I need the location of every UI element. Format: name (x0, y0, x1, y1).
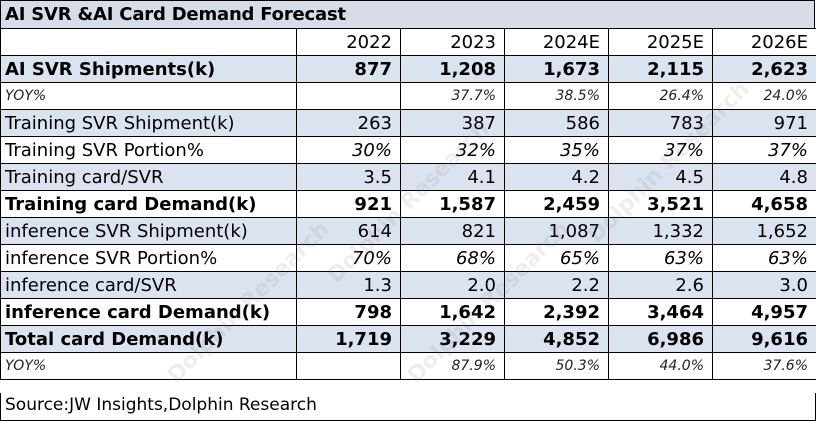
row-label: Training SVR Shipment(k) (0, 109, 297, 137)
table-row: YOY% 87.9% 50.3% 44.0% 37.6% (0, 352, 816, 380)
table-cell: 87.9% (400, 352, 505, 380)
table-cell: 26.4% (608, 82, 713, 110)
table-cell: 4.1 (400, 163, 505, 191)
table-cell: 4,852 (504, 325, 609, 353)
table-cell: 1,719 (296, 325, 401, 353)
table-cell: 3.0 (712, 271, 816, 299)
table-cell: 65% (504, 244, 609, 272)
table-cell: 614 (296, 217, 401, 245)
header-row: 2022 2023 2024E 2025E 2026E (0, 28, 816, 56)
table-cell: 4.2 (504, 163, 609, 191)
table-row: Training card/SVR 3.5 4.1 4.2 4.5 4.8 (0, 163, 816, 191)
table-cell: 1,087 (504, 217, 609, 245)
table-cell: 3,521 (608, 190, 713, 218)
table-cell: 9,616 (712, 325, 816, 353)
table-cell: 1.3 (296, 271, 401, 299)
table-cell: 37% (712, 136, 816, 164)
table-cell: 1,208 (400, 55, 505, 83)
table-cell: 1,332 (608, 217, 713, 245)
row-label: YOY% (0, 352, 297, 380)
table-cell: 3,229 (400, 325, 505, 353)
table-cell: 2.6 (608, 271, 713, 299)
table-cell: 2.2 (504, 271, 609, 299)
source-note: Source:JW Insights,Dolphin Research (5, 395, 317, 415)
column-header: 2022 (296, 28, 401, 56)
table-cell: 68% (400, 244, 505, 272)
table-row: inference card Demand(k) 798 1,642 2,392… (0, 298, 816, 326)
column-header: 2024E (504, 28, 609, 56)
table-cell: 1,673 (504, 55, 609, 83)
table-cell: 37% (608, 136, 713, 164)
table-cell: 263 (296, 109, 401, 137)
table-cell: 4.8 (712, 163, 816, 191)
table-cell: 783 (608, 109, 713, 137)
table-row: Training SVR Portion% 30% 32% 35% 37% 37… (0, 136, 816, 164)
table-cell: 44.0% (608, 352, 713, 380)
table-cell: 2,392 (504, 298, 609, 326)
row-label: Training card Demand(k) (0, 190, 297, 218)
table-title-bar: AI SVR &AI Card Demand Forecast (0, 0, 815, 28)
table-cell: 921 (296, 190, 401, 218)
row-label: Training card/SVR (0, 163, 297, 191)
row-label: YOY% (0, 82, 297, 110)
source-footer: Source:JW Insights,Dolphin Research (0, 393, 816, 421)
row-label: inference card/SVR (0, 271, 297, 299)
table-cell: 4,658 (712, 190, 816, 218)
row-label: inference SVR Shipment(k) (0, 217, 297, 245)
table-row: inference SVR Shipment(k) 614 821 1,087 … (0, 217, 816, 245)
header-corner (0, 28, 297, 56)
column-header: 2025E (608, 28, 713, 56)
table-cell: 50.3% (504, 352, 609, 380)
column-header: 2023 (400, 28, 505, 56)
table-cell (296, 352, 401, 380)
table-cell: 35% (504, 136, 609, 164)
table-cell: 37.7% (400, 82, 505, 110)
table-row: Training SVR Shipment(k) 263 387 586 783… (0, 109, 816, 137)
table-cell: 2.0 (400, 271, 505, 299)
table-row: inference SVR Portion% 70% 68% 65% 63% 6… (0, 244, 816, 272)
table-cell: 3.5 (296, 163, 401, 191)
table-cell: 4.5 (608, 163, 713, 191)
table-cell: 2,115 (608, 55, 713, 83)
table-cell: 3,464 (608, 298, 713, 326)
table-cell: 24.0% (712, 82, 816, 110)
row-label: AI SVR Shipments(k) (0, 55, 297, 83)
table-row: inference card/SVR 1.3 2.0 2.2 2.6 3.0 (0, 271, 816, 299)
table-cell: 2,623 (712, 55, 816, 83)
table-cell: 1,652 (712, 217, 816, 245)
row-label: inference SVR Portion% (0, 244, 297, 272)
table-cell: 387 (400, 109, 505, 137)
table-row: AI SVR Shipments(k) 877 1,208 1,673 2,11… (0, 55, 816, 83)
row-label: Training SVR Portion% (0, 136, 297, 164)
table-cell: 971 (712, 109, 816, 137)
table-cell: 1,587 (400, 190, 505, 218)
table-title: AI SVR &AI Card Demand Forecast (5, 4, 346, 25)
table-cell: 2,459 (504, 190, 609, 218)
table-cell (296, 82, 401, 110)
table-cell: 586 (504, 109, 609, 137)
table-cell: 63% (712, 244, 816, 272)
table-cell: 6,986 (608, 325, 713, 353)
table-cell: 38.5% (504, 82, 609, 110)
table-cell: 70% (296, 244, 401, 272)
table-cell: 1,642 (400, 298, 505, 326)
table-cell: 32% (400, 136, 505, 164)
row-label: Total card Demand(k) (0, 325, 297, 353)
row-label: inference card Demand(k) (0, 298, 297, 326)
table-row: Training card Demand(k) 921 1,587 2,459 … (0, 190, 816, 218)
table-row: Total card Demand(k) 1,719 3,229 4,852 6… (0, 325, 816, 353)
table-cell: 37.6% (712, 352, 816, 380)
table-cell: 63% (608, 244, 713, 272)
table-cell: 821 (400, 217, 505, 245)
column-header: 2026E (712, 28, 816, 56)
table-cell: 30% (296, 136, 401, 164)
table-cell: 4,957 (712, 298, 816, 326)
forecast-table: 2022 2023 2024E 2025E 2026E AI SVR Shipm… (0, 28, 816, 380)
table-cell: 798 (296, 298, 401, 326)
table-row: YOY% 37.7% 38.5% 26.4% 24.0% (0, 82, 816, 110)
table-cell: 877 (296, 55, 401, 83)
